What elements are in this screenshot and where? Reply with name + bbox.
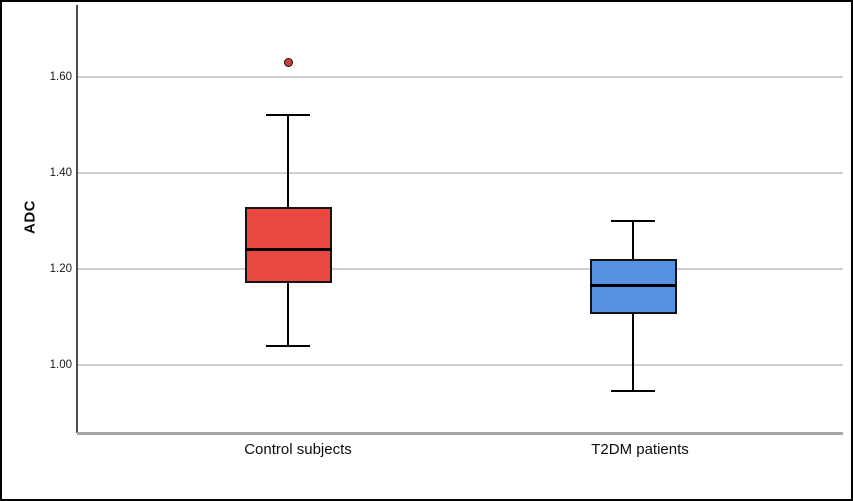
median-line-t2dm-patients	[589, 284, 677, 288]
y-tick-label: 1.20	[49, 262, 72, 275]
whisker-stem-lower-control-subjects	[287, 283, 289, 346]
whisker-cap-lower-control-subjects	[266, 344, 310, 347]
whisker-cap-lower-t2dm-patients	[611, 390, 655, 393]
whisker-cap-upper-t2dm-patients	[611, 219, 655, 222]
y-tick-label: 1.00	[49, 358, 72, 371]
outlier-point-control-subjects	[283, 58, 293, 68]
box-control-subjects	[244, 206, 332, 284]
y-axis-title: ADC	[21, 200, 39, 234]
median-line-control-subjects	[244, 248, 332, 252]
grid-line	[77, 172, 843, 174]
y-axis-line	[76, 5, 78, 433]
x-category-label-control-subjects: Control subjects	[244, 441, 352, 458]
whisker-stem-lower-t2dm-patients	[632, 314, 634, 392]
grid-line	[77, 76, 843, 78]
x-category-label-t2dm-patients: T2DM patients	[591, 441, 689, 458]
x-axis-line	[77, 432, 843, 435]
whisker-stem-upper-control-subjects	[287, 115, 289, 207]
y-tick-label: 1.40	[49, 166, 72, 179]
whisker-stem-upper-t2dm-patients	[632, 220, 634, 260]
grid-line	[77, 364, 843, 366]
grid-line	[77, 268, 843, 270]
whisker-cap-upper-control-subjects	[266, 114, 310, 117]
y-tick-label: 1.60	[49, 70, 72, 83]
